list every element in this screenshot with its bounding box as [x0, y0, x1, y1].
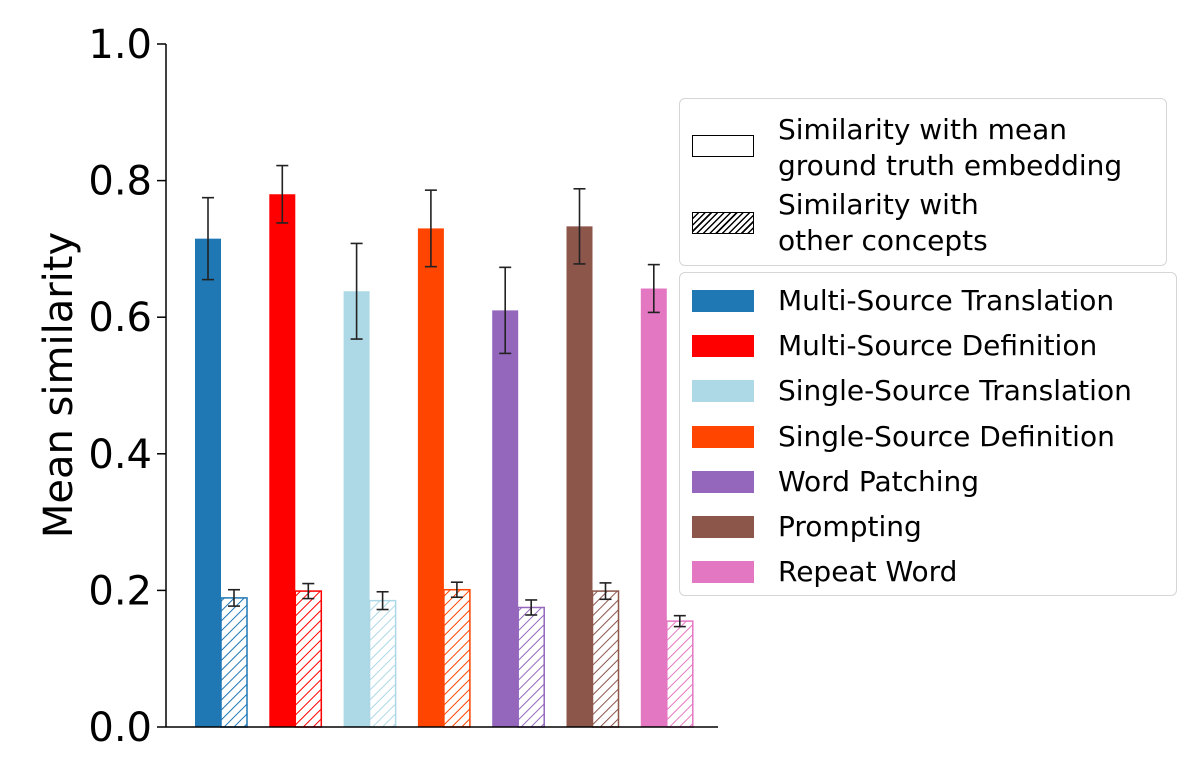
legend-entry-method: Repeat Word: [680, 551, 1178, 593]
bar-hatched: [517, 606, 545, 728]
bar-hatched: [220, 597, 248, 728]
legend-entry-method: Word Patching: [680, 461, 1178, 503]
error-bar-solid: [573, 187, 586, 265]
y-axis: 0.0 0.2 0.4 0.6 0.8 1.0: [88, 22, 718, 751]
bar-solid: [343, 291, 370, 727]
legend-style: Similarity with mean ground truth embedd…: [679, 98, 1167, 266]
bar-solid: [566, 226, 593, 727]
legend-swatch-method: [692, 425, 754, 448]
y-tick-label: 0.4: [88, 432, 152, 478]
legend-entry-method: Multi-Source Definition: [680, 325, 1178, 367]
error-bar-hatched: [673, 614, 686, 628]
y-tick-label: 0.8: [88, 159, 152, 205]
legend-entry-method: Prompting: [680, 506, 1178, 548]
legend-swatch-method: [692, 335, 754, 358]
error-bar-solid: [202, 196, 214, 281]
legend-entry-method: Single-Source Definition: [680, 416, 1178, 458]
bar-solid: [492, 310, 519, 727]
bar-solid: [417, 228, 444, 727]
error-bar-solid: [276, 164, 289, 224]
error-bar-hatched: [228, 588, 240, 607]
legend-methods: Multi-Source Translation Multi-Source Def…: [679, 272, 1177, 596]
error-bar-solid: [647, 263, 660, 314]
y-tick-label: 1.0: [88, 22, 152, 68]
legend-swatch-method: [692, 290, 754, 312]
legend-label-method: Multi-Source Definition: [778, 329, 1098, 363]
y-tick-label: 0.6: [88, 295, 152, 341]
legend-swatch-hatched: [692, 212, 754, 234]
legend-entry-solid: Similarity with mean ground truth embedd…: [680, 111, 1168, 185]
bars-layer: [195, 164, 694, 728]
legend-label-method: Single-Source Definition: [778, 419, 1115, 453]
legend-label-method: Word Patching: [778, 464, 980, 498]
error-bar-solid: [424, 189, 437, 268]
error-bar-hatched: [525, 599, 538, 616]
error-bar-solid: [499, 266, 512, 355]
legend-label-method: Prompting: [778, 510, 922, 543]
error-bar-solid: [350, 242, 363, 340]
y-tick-label: 0.2: [88, 568, 152, 614]
bar-hatched: [666, 620, 694, 728]
bar-hatched: [591, 590, 620, 728]
bar-solid: [195, 238, 221, 727]
error-bar-hatched: [302, 582, 315, 600]
legend-swatch-method: [692, 380, 754, 403]
legend-swatch-solid: [692, 135, 754, 157]
legend-swatch-method: [692, 516, 754, 538]
error-bar-hatched: [376, 590, 389, 611]
legend-swatch-method: [692, 470, 754, 493]
legend-label-method: Multi-Source Translation: [778, 284, 1115, 317]
legend-entry-method: Single-Source Translation: [680, 370, 1178, 412]
y-axis-title: Mean similarity: [36, 232, 82, 538]
error-bar-hatched: [450, 581, 463, 599]
legend-entry-hatched: Similarity with other concepts: [680, 186, 1168, 260]
legend-label-method: Single-Source Translation: [778, 374, 1132, 408]
legend-label-solid: Similarity with mean ground truth embedd…: [778, 113, 1123, 182]
legend-swatch-method: [692, 561, 754, 584]
legend-label-method: Repeat Word: [778, 555, 958, 589]
error-bar-hatched: [599, 582, 612, 601]
bar-solid: [640, 288, 667, 727]
bar-solid: [269, 194, 296, 727]
bar-hatched: [443, 588, 471, 728]
y-tick-label: 0.0: [88, 705, 152, 751]
bar-hatched: [368, 599, 397, 728]
legend-label-hatched: Similarity with other concepts: [778, 188, 988, 257]
bar-hatched: [294, 590, 323, 728]
legend-entry-method: Multi-Source Translation: [680, 280, 1178, 322]
